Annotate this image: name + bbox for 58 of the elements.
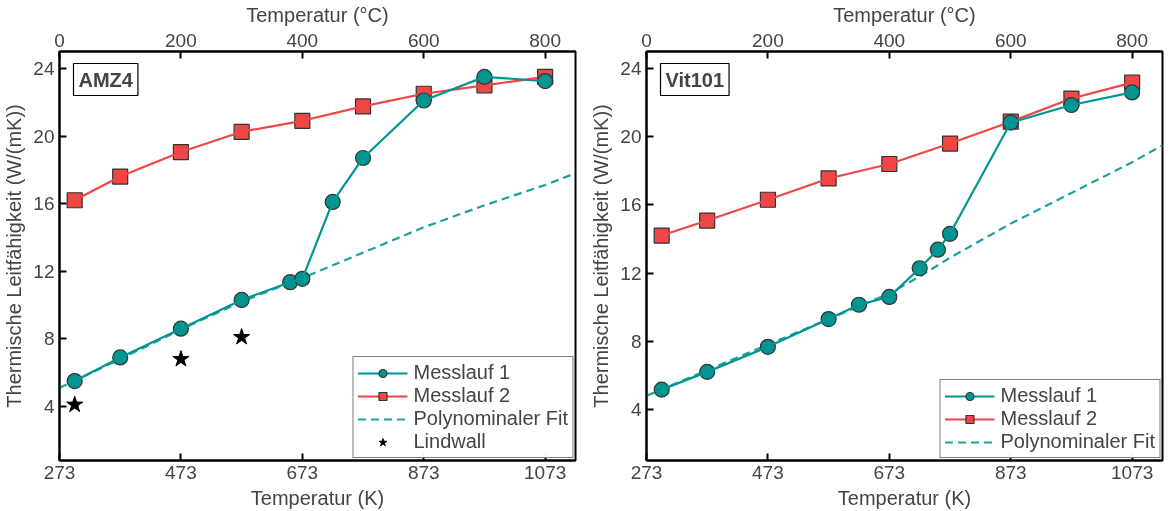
x-tick-label: 673 xyxy=(873,461,906,483)
y-tick-label: 8 xyxy=(43,328,55,350)
point xyxy=(172,350,190,367)
x-tick-label: 673 xyxy=(286,461,319,483)
legend-label: Polynominaler Fit xyxy=(1000,430,1155,453)
point xyxy=(653,227,670,244)
x2-tick-label: 800 xyxy=(529,29,561,51)
y-axis-title: Thermische Leitfähigkeit (W/(mK)) xyxy=(590,104,613,408)
annotation: AMZ4 xyxy=(78,68,134,91)
x2-tick-label: 200 xyxy=(165,29,197,51)
y-tick-label: 16 xyxy=(620,194,642,216)
x-tick-label: 273 xyxy=(630,461,663,483)
x-tick-label: 1073 xyxy=(1111,461,1154,483)
y-tick-label: 24 xyxy=(620,58,642,80)
y-tick-label: 24 xyxy=(33,57,55,79)
legend-label: Messlauf 1 xyxy=(1000,384,1098,407)
x2-tick-label: 400 xyxy=(286,29,319,51)
x-tick-label: 873 xyxy=(407,461,440,483)
y-tick-label: 4 xyxy=(630,398,642,420)
x-axis-title: Temperatur (K) xyxy=(250,486,385,509)
y-tick-label: 16 xyxy=(33,193,55,215)
legend-label: Polynominaler Fit xyxy=(413,407,568,430)
y-tick-label: 20 xyxy=(33,125,55,147)
legend-label: Messlauf 2 xyxy=(413,384,511,407)
point xyxy=(233,328,251,345)
point xyxy=(66,395,84,413)
y-tick-label: 12 xyxy=(33,260,55,282)
legend-label: Messlauf 2 xyxy=(1000,407,1098,430)
x2-axis-title: Temperatur (°C) xyxy=(246,3,389,26)
x-axis-title: Temperatur (K) xyxy=(837,486,972,509)
x2-tick-label: 800 xyxy=(1116,29,1148,51)
point xyxy=(941,135,959,152)
x2-tick-label: 600 xyxy=(407,29,440,51)
point xyxy=(354,98,372,115)
x2-tick-label: 0 xyxy=(641,29,652,51)
x2-tick-label: 400 xyxy=(873,29,906,51)
point xyxy=(66,192,83,209)
point xyxy=(537,72,554,90)
point xyxy=(820,170,837,187)
x-tick-label: 273 xyxy=(43,461,76,483)
x2-tick-label: 600 xyxy=(994,29,1027,51)
y-tick-label: 20 xyxy=(620,126,642,148)
point xyxy=(66,372,83,390)
legend-label: Messlauf 1 xyxy=(413,361,511,384)
point xyxy=(653,381,670,398)
x-tick-label: 1073 xyxy=(524,461,567,483)
y-axis-title: Thermische Leitfähigkeit (W/(mK)) xyxy=(3,104,26,408)
legend-label: Lindwall xyxy=(413,430,486,453)
annotation: Vit101 xyxy=(665,68,725,91)
x2-tick-label: 0 xyxy=(54,29,65,51)
x2-tick-label: 200 xyxy=(752,29,784,51)
y-tick-label: 12 xyxy=(620,262,642,284)
x2-axis-title: Temperatur (°C) xyxy=(833,3,976,26)
x-tick-label: 473 xyxy=(165,461,197,483)
x-tick-label: 473 xyxy=(752,461,784,483)
y-tick-label: 8 xyxy=(630,330,642,352)
x-tick-label: 873 xyxy=(994,461,1027,483)
y-tick-label: 4 xyxy=(43,395,55,417)
